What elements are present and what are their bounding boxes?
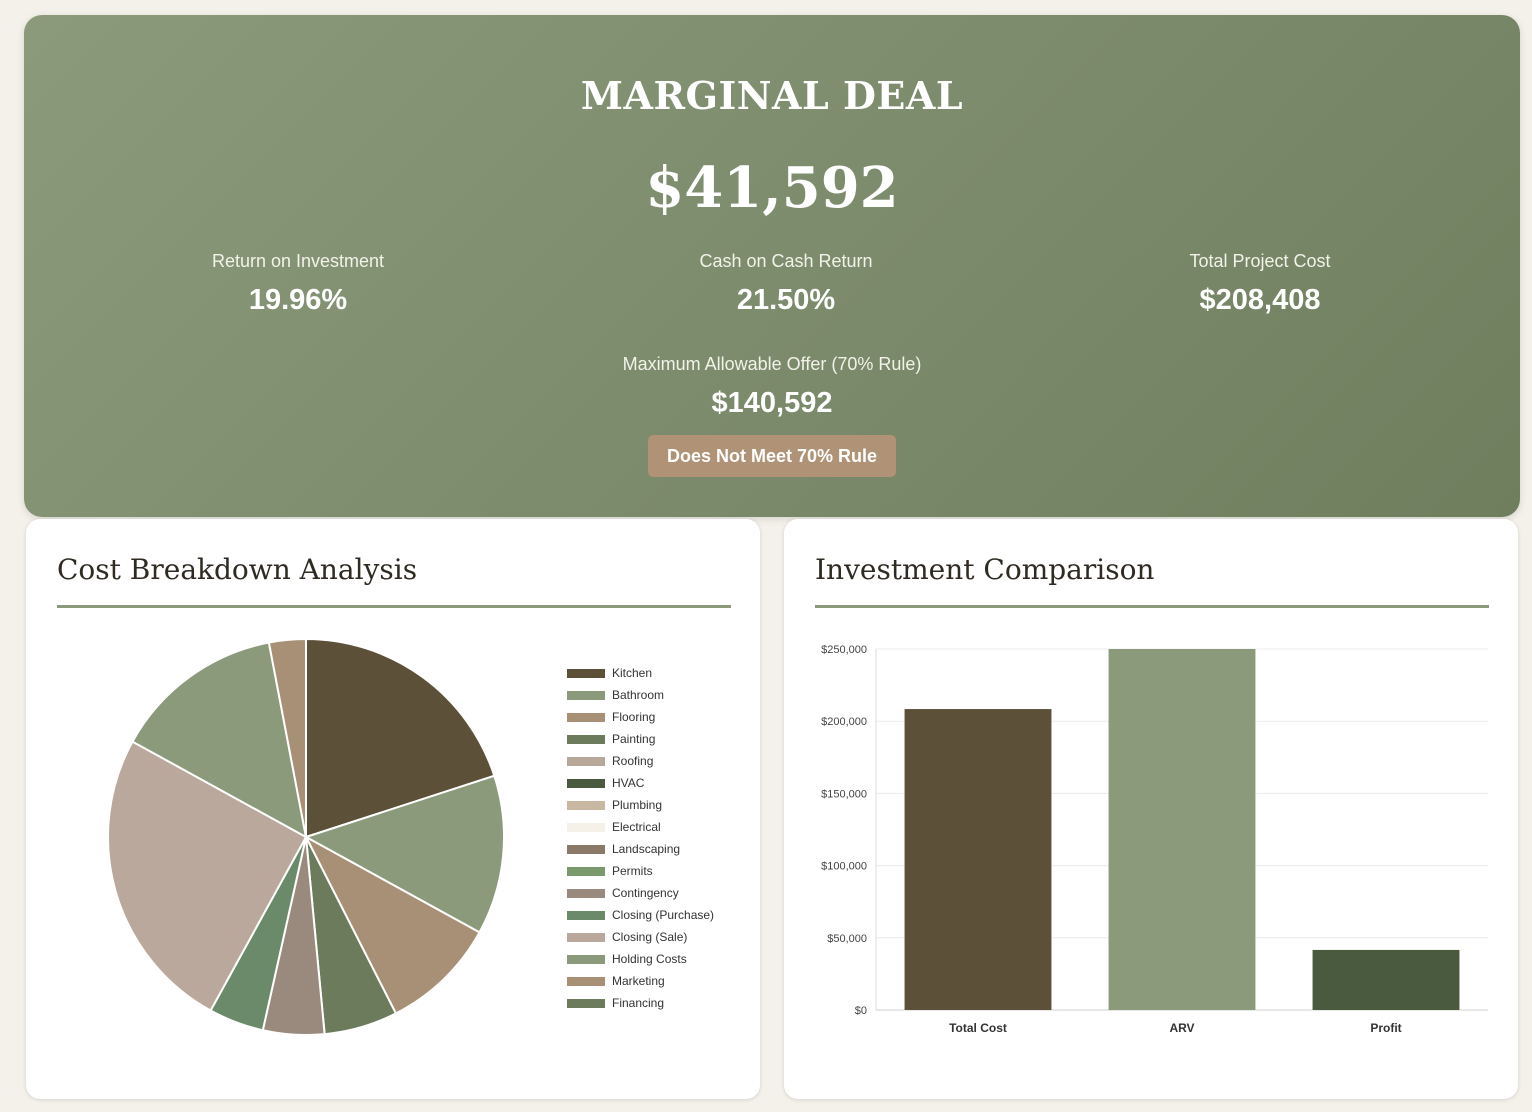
- legend-swatch: [567, 713, 605, 722]
- legend-label: Electrical: [612, 820, 661, 834]
- legend-swatch: [567, 911, 605, 920]
- legend-swatch: [567, 757, 605, 766]
- legend-label: Closing (Sale): [612, 930, 688, 944]
- pie-slice-holding-costs: [131, 641, 308, 839]
- x-category-label: ARV: [1169, 1021, 1194, 1035]
- mao-metric: Maximum Allowable Offer (70% Rule) $140,…: [572, 354, 972, 420]
- y-tick-label: $200,000: [821, 716, 867, 728]
- investment-comparison-card: Investment Comparison $0 $50,000 $100,000 $…: [784, 519, 1518, 1099]
- legend-label: Kitchen: [612, 666, 653, 680]
- mao-label: Maximum Allowable Offer (70% Rule): [622, 354, 922, 374]
- legend-swatch: [567, 669, 605, 678]
- legend-label: Painting: [612, 732, 656, 746]
- legend-swatch: [567, 955, 605, 964]
- cost-breakdown-card: Cost Breakdown Analysis Kitchen Bathroom F…: [26, 519, 760, 1099]
- pie-slice-kitchen: [305, 637, 496, 839]
- legend-swatch: [567, 735, 605, 744]
- legend-label: Contingency: [612, 886, 679, 900]
- legend-swatch: [567, 801, 605, 810]
- mao-value: $140,592: [711, 387, 833, 419]
- pie-slice-closing-sale: [107, 740, 308, 1012]
- bar-total-cost: [904, 709, 1052, 1010]
- y-tick-label: $250,000: [821, 644, 867, 656]
- legend-label: HVAC: [612, 776, 645, 790]
- legend-label: Holding Costs: [612, 952, 687, 966]
- x-category-label: Total Cost: [949, 1021, 1007, 1035]
- y-tick-label: $150,000: [821, 788, 867, 800]
- pie-slice-flooring: [303, 834, 481, 1015]
- legend-swatch: [567, 933, 605, 942]
- investment-comparison-divider: [815, 605, 1489, 608]
- roi-value: 19.96%: [248, 284, 348, 316]
- cost-breakdown-title: Cost Breakdown Analysis: [57, 553, 418, 586]
- pie-slice-marketing: [267, 637, 307, 838]
- cost-breakdown-divider: [57, 605, 731, 608]
- deal-verdict-title: MARGINAL DEAL: [580, 73, 964, 118]
- legend-swatch: [567, 999, 605, 1008]
- y-tick-label: $100,000: [821, 861, 867, 873]
- seventy-percent-rule-badge: Does Not Meet 70% Rule: [648, 435, 896, 477]
- total-project-cost-label: Total Project Cost: [1189, 251, 1331, 271]
- legend-label: Permits: [612, 864, 653, 878]
- roi-metric: Return on Investment 19.96%: [98, 251, 498, 317]
- total-project-cost-metric: Total Project Cost $208,408: [1060, 251, 1460, 317]
- cash-on-cash-value: 21.50%: [736, 284, 836, 316]
- legend-label: Marketing: [612, 974, 665, 988]
- pie-slice-bathroom: [303, 774, 505, 934]
- cost-breakdown-pie-chart: [107, 637, 505, 1036]
- x-category-label: Profit: [1370, 1021, 1401, 1035]
- legend-swatch: [567, 779, 605, 788]
- bar-profit: [1312, 949, 1460, 1010]
- cash-on-cash-metric: Cash on Cash Return 21.50%: [586, 251, 986, 317]
- investment-comparison-title: Investment Comparison: [815, 553, 1155, 586]
- legend-label: Bathroom: [612, 688, 665, 702]
- profit-amount: $41,592: [645, 155, 899, 221]
- cash-on-cash-label: Cash on Cash Return: [699, 251, 873, 271]
- investment-comparison-bar-chart: $0 $50,000 $100,000 $150,000 $200,000 $250,00…: [821, 644, 1488, 1035]
- total-project-cost-value: $208,408: [1199, 284, 1321, 316]
- bar-arv: [1108, 649, 1256, 1010]
- legend-label: Financing: [612, 996, 665, 1010]
- legend-swatch: [567, 823, 605, 832]
- legend-label: Closing (Purchase): [612, 908, 715, 922]
- legend-swatch: [567, 867, 605, 876]
- legend-label: Flooring: [612, 710, 656, 724]
- legend-label: Roofing: [612, 754, 654, 768]
- legend-swatch: [567, 889, 605, 898]
- deal-summary-panel: MARGINAL DEAL $41,592 Return on Investme…: [24, 15, 1520, 517]
- legend-swatch: [567, 691, 605, 700]
- legend-swatch: [567, 845, 605, 854]
- roi-label: Return on Investment: [211, 251, 385, 271]
- legend-label: Plumbing: [612, 798, 663, 812]
- legend-swatch: [567, 977, 605, 986]
- legend-label: Landscaping: [612, 842, 681, 856]
- y-tick-label: $0: [855, 1005, 867, 1017]
- y-tick-label: $50,000: [827, 933, 867, 945]
